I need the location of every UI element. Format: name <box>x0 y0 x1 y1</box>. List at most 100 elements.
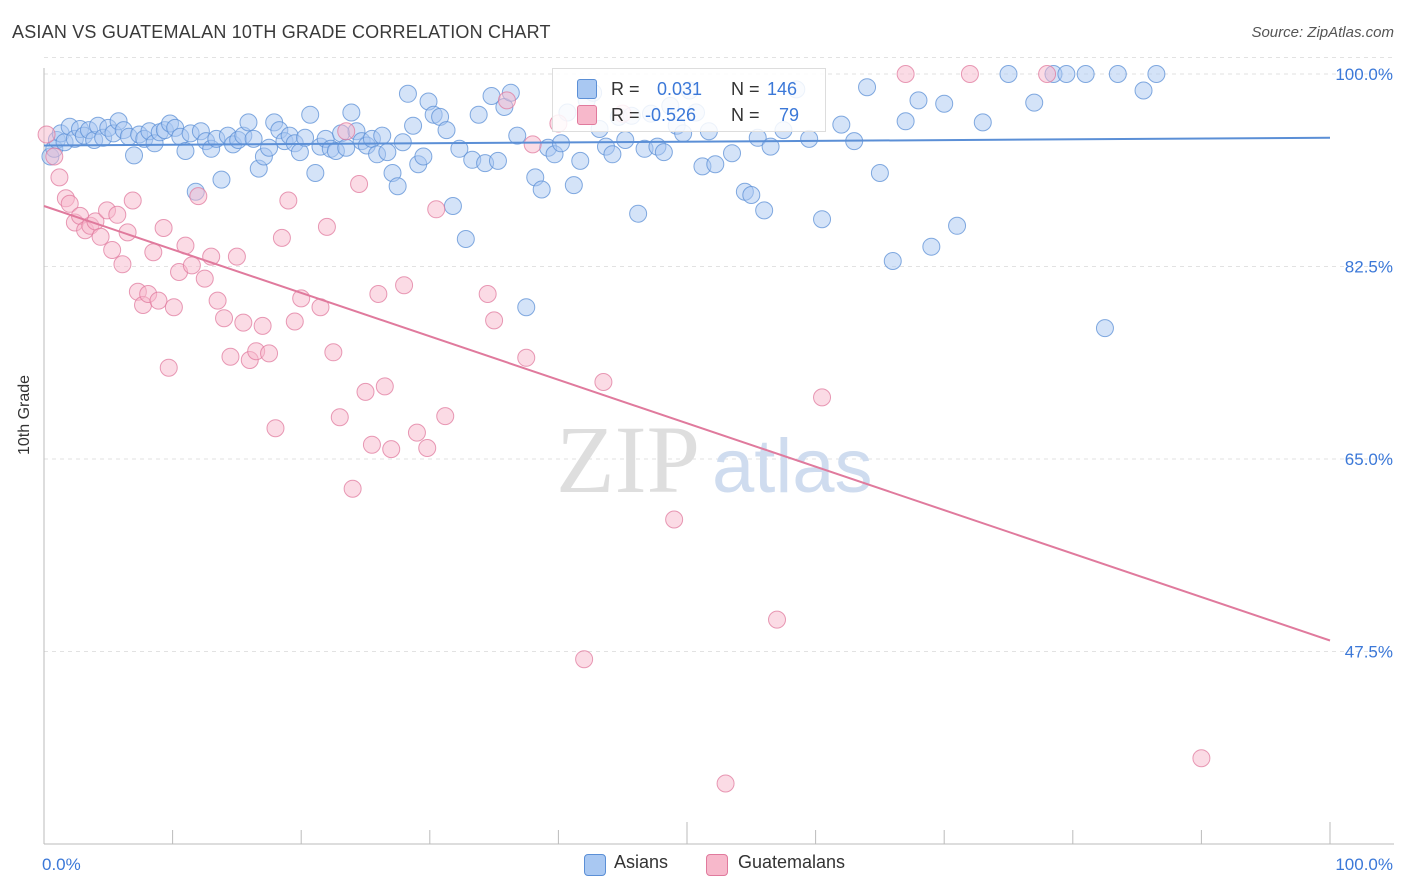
asians-point-74 <box>414 147 433 166</box>
guatemalans-point-42 <box>279 191 298 210</box>
guatemalans-point-52 <box>356 382 375 401</box>
guatemalans-trend-line <box>43 205 1331 642</box>
watermark-zip: ZIP <box>556 406 700 513</box>
asians-point-138 <box>935 94 954 113</box>
guatemalans-point-40 <box>266 419 285 438</box>
guatemalans-point-61 <box>436 407 455 426</box>
guatemalans-point-65 <box>517 348 536 367</box>
asians-point-97 <box>564 176 583 195</box>
stats-swatch-guatemalans <box>577 105 597 125</box>
guatemalans-point-1 <box>45 147 64 166</box>
guatemalans-point-66 <box>523 135 542 154</box>
stats-r-value: -0.526 <box>645 105 697 125</box>
guatemalans-point-54 <box>369 285 388 303</box>
guatemalans-point-68 <box>575 650 594 669</box>
asians-point-86 <box>488 151 507 170</box>
guatemalans-point-13 <box>108 205 127 224</box>
y-axis-title: 10th Grade <box>16 374 33 455</box>
guatemalans-point-21 <box>149 291 168 310</box>
stats-n-label: N = <box>731 105 760 125</box>
asians-point-59 <box>337 138 356 157</box>
asians-point-146 <box>1095 319 1114 338</box>
chart-title: ASIAN VS GUATEMALAN 10TH GRADE CORRELATI… <box>12 22 551 42</box>
asians-point-140 <box>973 113 992 132</box>
asians-point-52 <box>301 105 320 124</box>
guatemalans-point-20 <box>144 243 163 262</box>
asians-point-139 <box>948 216 967 235</box>
guatemalans-point-2 <box>50 168 69 187</box>
guatemalans-point-28 <box>189 187 208 206</box>
guatemalans-point-72 <box>716 774 735 793</box>
guatemalans-point-50 <box>343 479 362 498</box>
asians-point-111 <box>654 143 673 162</box>
guatemalans-point-49 <box>337 122 356 141</box>
guatemalans-point-75 <box>896 65 915 83</box>
asians-point-18 <box>125 146 144 165</box>
asians-point-128 <box>800 129 819 148</box>
y-tick-label-3: 100.0% <box>1335 65 1393 84</box>
guatemalans-point-59 <box>418 439 437 457</box>
stats-row-asians: R = 0.031 N = 146 <box>553 75 825 101</box>
legend-swatch-guatemalans <box>706 854 728 876</box>
asians-point-44 <box>260 138 279 157</box>
asians-point-98 <box>571 151 590 170</box>
asians-point-142 <box>1025 93 1044 112</box>
y-tick-label-0: 47.5% <box>1345 643 1393 662</box>
guatemalans-point-60 <box>427 200 446 219</box>
stats-n-label: N = <box>731 79 760 99</box>
asians-trend-line <box>43 136 1331 147</box>
axes <box>43 68 1394 845</box>
asians-point-130 <box>832 115 851 134</box>
series-guatemalans <box>37 65 1211 793</box>
guatemalans-point-71 <box>665 510 684 529</box>
guatemalans-point-64 <box>497 91 516 110</box>
guatemalans-point-63 <box>485 311 504 330</box>
guatemalans-point-32 <box>215 309 234 328</box>
asians-point-89 <box>508 126 527 145</box>
guatemalans-point-76 <box>960 65 979 83</box>
guatemalans-point-4 <box>60 194 79 213</box>
asians-point-40 <box>239 113 258 132</box>
watermark: ZIP atlas <box>556 406 873 513</box>
guatemalans-point-53 <box>362 435 381 454</box>
guatemalans-point-51 <box>350 175 369 193</box>
asians-point-90 <box>517 298 536 317</box>
asians-point-136 <box>909 91 928 110</box>
legend-label-asians: Asians <box>614 852 669 872</box>
asians-point-78 <box>437 121 456 140</box>
asians-point-141 <box>999 65 1018 83</box>
guatemalans-point-12 <box>103 241 122 259</box>
guatemalans-point-27 <box>182 256 201 275</box>
asians-point-147 <box>1108 65 1127 83</box>
watermark-atlas: atlas <box>712 424 873 509</box>
guatemalans-point-41 <box>272 228 291 247</box>
guatemalans-point-62 <box>478 285 497 303</box>
asians-point-149 <box>1147 65 1166 83</box>
stats-row-guatemalans: R = -0.526 N = 79 <box>553 101 825 127</box>
guatemalans-point-77 <box>1038 65 1057 83</box>
guatemalans-point-39 <box>260 344 279 363</box>
asians-point-125 <box>761 137 780 156</box>
guatemalans-point-14 <box>113 255 132 274</box>
stats-n-value: 146 <box>767 79 798 99</box>
asians-point-80 <box>450 139 469 158</box>
asians-point-144 <box>1057 65 1076 83</box>
asians-point-35 <box>212 170 231 189</box>
source-credit: Source: ZipAtlas.com <box>1251 24 1394 41</box>
asians-point-51 <box>296 128 315 147</box>
asians-point-124 <box>755 201 774 220</box>
asians-point-120 <box>723 144 742 163</box>
guatemalans-point-73 <box>768 610 787 629</box>
guatemalans-point-10 <box>91 227 110 246</box>
legend: Asians Guatemalans <box>0 850 1406 880</box>
asians-point-83 <box>469 105 488 124</box>
guatemalans-point-69 <box>594 373 613 391</box>
y-tick-labels: 47.5% 65.0% 82.5% 100.0% <box>1335 65 1393 662</box>
asians-point-105 <box>616 131 635 149</box>
asians-point-145 <box>1076 65 1095 83</box>
guatemalans-point-22 <box>154 219 173 237</box>
x-tick-label-1: 100.0% <box>1335 855 1393 874</box>
guatemalans-point-31 <box>208 291 227 310</box>
y-tick-label-2: 82.5% <box>1345 258 1393 277</box>
x-tick-labels: 0.0% 100.0% <box>42 855 1393 874</box>
